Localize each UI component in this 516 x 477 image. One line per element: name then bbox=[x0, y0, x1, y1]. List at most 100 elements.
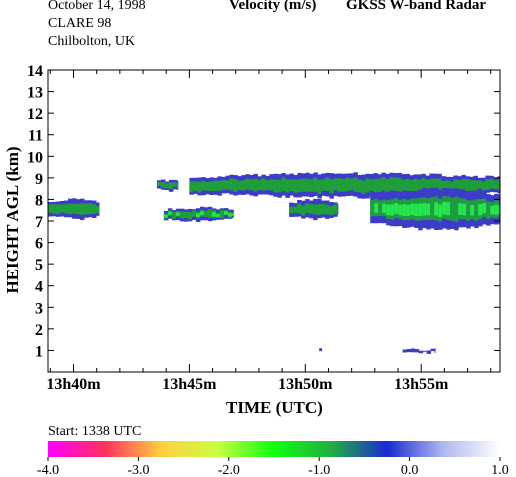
echo-core bbox=[171, 211, 177, 219]
echo-core bbox=[370, 199, 375, 217]
echo-core bbox=[325, 204, 330, 215]
echo-core bbox=[461, 179, 466, 190]
echo-core bbox=[345, 177, 350, 192]
echo-core bbox=[164, 183, 170, 189]
echo-core bbox=[217, 181, 222, 191]
echo-core bbox=[301, 178, 306, 192]
echo-core bbox=[413, 178, 418, 193]
echo-core-bright bbox=[223, 211, 229, 215]
echo-region bbox=[402, 348, 436, 354]
echo-core bbox=[60, 204, 65, 213]
echo-core bbox=[449, 181, 454, 192]
echo-core bbox=[257, 180, 262, 190]
echo-cell bbox=[430, 348, 436, 352]
echo-region bbox=[48, 198, 100, 220]
colorbar-tick-label: -3.0 bbox=[127, 463, 149, 477]
echo-core bbox=[378, 200, 383, 216]
echo-core-bright bbox=[398, 204, 403, 216]
y-tick-label: 10 bbox=[27, 149, 43, 166]
echo-core bbox=[64, 204, 69, 214]
echo-core bbox=[221, 179, 226, 190]
echo-core-bright bbox=[418, 203, 423, 217]
echo-core-bright bbox=[414, 203, 419, 216]
echo-core bbox=[219, 210, 225, 218]
echo-core-bright bbox=[482, 203, 487, 214]
echo-core-bright bbox=[175, 212, 181, 216]
echo-core bbox=[309, 204, 314, 214]
echo-core bbox=[293, 206, 298, 213]
echo-core bbox=[465, 179, 470, 191]
echo-core bbox=[337, 178, 342, 192]
echo-core bbox=[293, 179, 298, 193]
echo-core bbox=[454, 196, 459, 222]
echo-core bbox=[497, 179, 501, 190]
echo-core bbox=[261, 178, 266, 191]
echo-core bbox=[333, 178, 338, 191]
echo-core bbox=[156, 182, 162, 186]
y-tick-label: 14 bbox=[27, 63, 43, 80]
echo-core-bright bbox=[458, 203, 463, 215]
echo-core bbox=[329, 206, 334, 215]
x-tick-label: 13h40m bbox=[46, 376, 101, 393]
echo-core bbox=[430, 197, 435, 220]
echo-core bbox=[189, 181, 194, 192]
echo-core bbox=[168, 182, 174, 189]
echo-core bbox=[72, 203, 77, 214]
echo-core-bright bbox=[422, 203, 427, 216]
echo-core bbox=[172, 182, 178, 187]
echo-core-bright bbox=[434, 202, 439, 216]
echo-core bbox=[474, 199, 479, 221]
echo-core bbox=[313, 204, 318, 215]
echo-core bbox=[341, 178, 346, 192]
start-time-label: Start: 1338 UTC bbox=[48, 424, 142, 439]
colorbar-ticks: -4.0 -3.0 -2.0 -1.0 0.0 1.0 bbox=[37, 457, 509, 477]
echo-core bbox=[357, 179, 362, 193]
x-tick-label: 13h45m bbox=[162, 376, 217, 393]
echo-core-bright bbox=[374, 203, 379, 213]
echo-core bbox=[285, 179, 290, 193]
colorbar-tick-label: 0.0 bbox=[401, 463, 419, 477]
echo-core bbox=[393, 177, 398, 191]
y-tick-label: 1 bbox=[35, 343, 43, 360]
echo-core-bright bbox=[426, 203, 431, 216]
echo-core bbox=[337, 206, 339, 213]
echo-region bbox=[163, 206, 234, 222]
echo-core-bright bbox=[199, 211, 205, 216]
echo-core bbox=[377, 178, 382, 192]
echo-core bbox=[297, 203, 302, 214]
echo-core-bright bbox=[227, 213, 233, 217]
echo-core bbox=[313, 177, 318, 192]
echo-core bbox=[325, 177, 330, 191]
y-tick-label: 12 bbox=[27, 106, 43, 123]
y-tick-label: 13 bbox=[27, 85, 43, 102]
echo-core bbox=[329, 179, 334, 194]
colorbar-tick-label: -2.0 bbox=[218, 463, 240, 477]
x-axis-label: TIME (UTC) bbox=[226, 398, 323, 417]
echo-core bbox=[183, 211, 189, 219]
colorbar-tick-label: -4.0 bbox=[37, 463, 59, 477]
echo-core-bright bbox=[215, 213, 221, 217]
echo-core bbox=[301, 205, 306, 216]
y-tick-label: 6 bbox=[35, 236, 43, 253]
echo-core bbox=[269, 179, 274, 191]
y-tick-label: 5 bbox=[35, 257, 43, 274]
echo-region bbox=[189, 172, 501, 199]
echo-core-bright bbox=[442, 201, 447, 215]
echo-core bbox=[179, 211, 185, 219]
x-tick-label: 13h55m bbox=[394, 376, 449, 393]
echo-core bbox=[373, 178, 378, 193]
echo-core bbox=[289, 206, 294, 214]
echo-region bbox=[156, 179, 179, 192]
echo-core bbox=[385, 179, 390, 193]
echo-core bbox=[233, 179, 238, 192]
echo-core bbox=[445, 180, 450, 191]
echo-core bbox=[249, 179, 254, 191]
colorbar bbox=[48, 441, 500, 457]
echo-core bbox=[56, 204, 61, 214]
echo-core bbox=[187, 212, 193, 220]
echo-core bbox=[389, 177, 394, 191]
echo-core-bright bbox=[402, 204, 407, 216]
instrument-label: GKSS W-band Radar bbox=[346, 0, 487, 13]
echo-core-bright bbox=[211, 212, 217, 217]
